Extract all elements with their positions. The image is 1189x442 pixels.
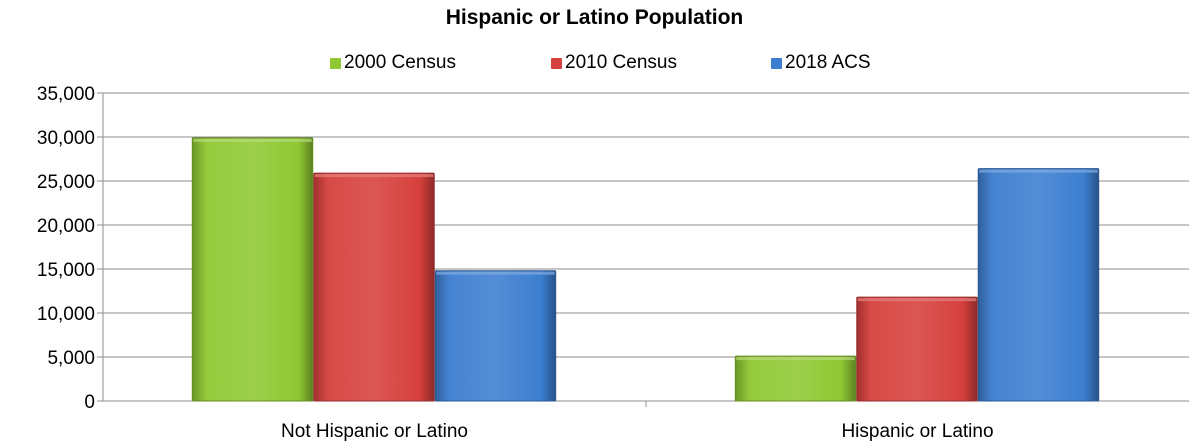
y-tick-label: 30,000: [37, 128, 95, 149]
legend-swatch-2000-census: [330, 57, 341, 69]
legend-swatch-2018-acs: [771, 57, 782, 69]
y-tick-label: 10,000: [37, 304, 95, 325]
bar-highlight: [436, 271, 555, 275]
y-tick-label: 5,000: [47, 348, 95, 369]
bar-2000-census-0: [191, 137, 314, 402]
legend-item-2000-census: 2000 Census: [330, 52, 456, 74]
x-tick-label: Hispanic or Latino: [841, 421, 993, 442]
bar-2010-census-0: [313, 172, 435, 402]
legend: 2000 Census 2010 Census 2018 ACS: [0, 52, 1189, 78]
y-tick-label: 20,000: [37, 216, 95, 237]
legend-label-2010-census: 2010 Census: [565, 52, 677, 73]
bar-2018-acs-1: [977, 168, 1100, 402]
y-tick-label: 0: [84, 392, 95, 413]
legend-label-2018-acs: 2018 ACS: [785, 52, 871, 73]
y-tick-label: 15,000: [37, 260, 95, 281]
legend-item-2010-census: 2010 Census: [551, 52, 677, 74]
bar-highlight: [314, 174, 434, 178]
y-tick-label: 35,000: [37, 84, 95, 105]
legend-swatch-2010-census: [551, 57, 562, 69]
bar-highlight: [857, 298, 977, 302]
bar-2018-acs-0: [434, 270, 557, 402]
bar-2000-census-1: [734, 355, 857, 402]
bar-highlight: [736, 357, 855, 361]
chart-title: Hispanic or Latino Population: [445, 6, 744, 29]
legend-item-2018-acs: 2018 ACS: [771, 52, 871, 74]
bar-2010-census-1: [856, 296, 978, 402]
bar-highlight: [193, 138, 312, 142]
legend-label-2000-census: 2000 Census: [344, 52, 456, 73]
bar-highlight: [979, 169, 1098, 173]
x-tick-label: Not Hispanic or Latino: [281, 421, 468, 442]
y-tick-label: 25,000: [37, 172, 95, 193]
